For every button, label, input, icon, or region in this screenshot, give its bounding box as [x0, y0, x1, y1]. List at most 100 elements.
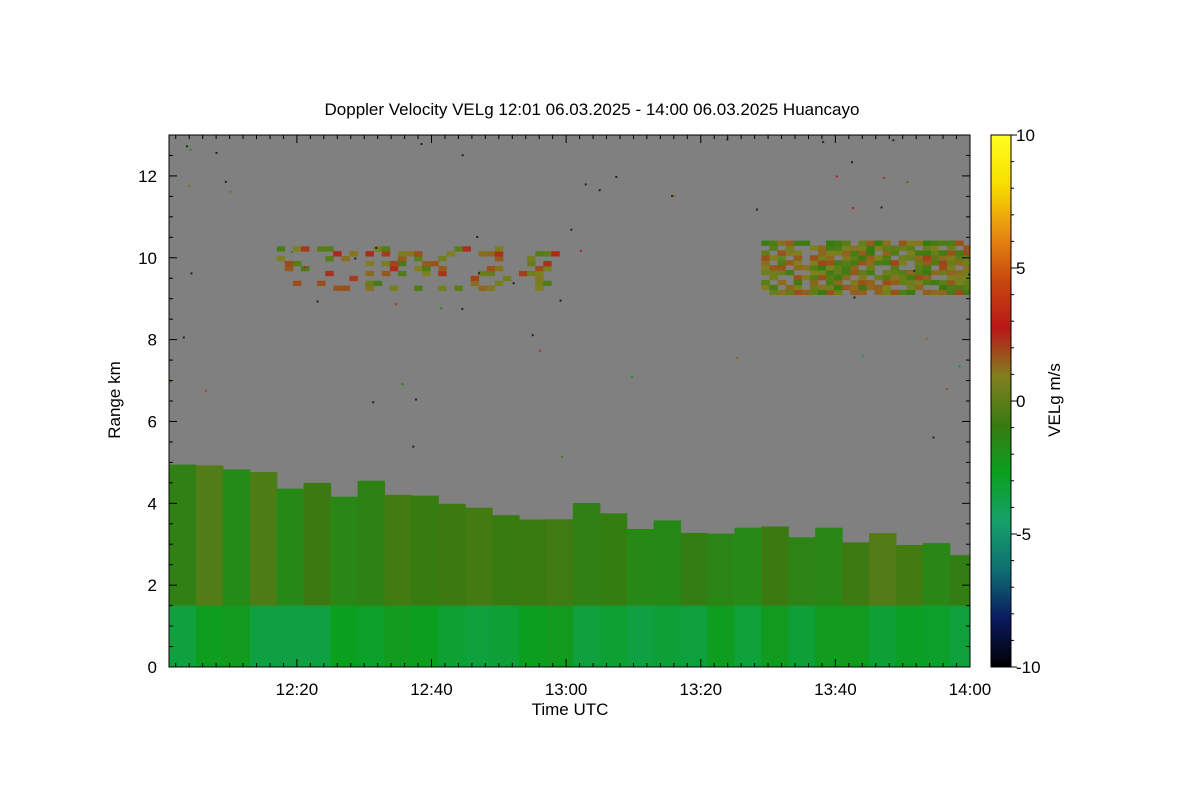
- colorbar-tick-label: -10: [1016, 658, 1041, 677]
- upper-echo-cell: [785, 240, 795, 246]
- upper-echo-cell: [914, 260, 924, 266]
- upper-echo-cell: [906, 240, 916, 246]
- upper-echo-cell: [761, 284, 770, 291]
- upper-echo-cell: [801, 240, 811, 246]
- upper-echo-cell: [834, 279, 843, 286]
- upper-echo-cell: [874, 255, 883, 261]
- upper-echo-cell: [373, 280, 383, 286]
- upper-echo-cell: [793, 255, 803, 261]
- upper-echo-cell: [793, 240, 803, 246]
- y-tick-label: 4: [148, 494, 157, 513]
- upper-echo-cell: [462, 246, 471, 252]
- upper-echo-cell: [842, 275, 851, 281]
- upper-echo-cell: [785, 250, 795, 256]
- upper-echo-cell: [470, 275, 480, 282]
- upper-echo-cell: [300, 266, 310, 272]
- upper-echo-cell: [826, 275, 835, 281]
- upper-echo-cell: [931, 255, 940, 261]
- upper-echo-cell: [809, 245, 819, 251]
- noise-speckle: [538, 349, 541, 352]
- upper-echo-cell: [914, 270, 924, 276]
- upper-echo-cell: [955, 240, 964, 246]
- noise-speckle: [478, 272, 480, 275]
- colorbar-gradient: [990, 134, 1012, 668]
- noise-speckle: [229, 190, 232, 193]
- upper-echo-cell: [405, 251, 415, 257]
- upper-echo-cell: [858, 260, 867, 266]
- upper-echo-cell: [834, 289, 843, 295]
- upper-echo-cell: [817, 265, 827, 271]
- boundary-layer-cell: [815, 527, 843, 606]
- noise-speckle: [290, 251, 293, 254]
- upper-echo-cell: [826, 270, 835, 276]
- noise-speckle: [190, 272, 193, 275]
- upper-echo-cell: [826, 245, 835, 251]
- near-surface-cell: [276, 605, 305, 667]
- noise-speckle: [880, 206, 883, 209]
- upper-echo-cell: [422, 261, 431, 267]
- upper-echo-cell: [793, 265, 803, 271]
- upper-echo-cell: [381, 261, 391, 267]
- upper-echo-cell: [906, 284, 916, 291]
- x-tick-label: 13:20: [680, 680, 723, 699]
- upper-echo-cell: [939, 279, 948, 286]
- upper-echo-cell: [890, 245, 900, 251]
- upper-echo-cell: [850, 250, 859, 256]
- upper-echo-cell: [817, 270, 827, 276]
- upper-echo-cell: [842, 245, 851, 251]
- boundary-layer-cell: [949, 555, 970, 606]
- near-surface-cell: [626, 605, 655, 667]
- upper-echo-cell: [349, 275, 358, 282]
- noise-speckle: [461, 154, 464, 157]
- upper-echo-cell: [801, 265, 811, 271]
- upper-echo-cell: [914, 275, 924, 281]
- upper-echo-cell: [939, 265, 948, 271]
- upper-echo-cell: [922, 245, 932, 251]
- noise-speckle: [186, 145, 188, 148]
- upper-echo-cell: [454, 246, 463, 252]
- noise-speckle: [188, 184, 191, 187]
- upper-echo-cell: [365, 261, 374, 267]
- upper-echo-cell: [963, 260, 970, 266]
- upper-echo-cell: [939, 250, 948, 256]
- upper-echo-cell: [955, 260, 964, 266]
- boundary-layer-cell: [519, 519, 547, 606]
- near-surface-cell: [492, 605, 520, 667]
- upper-echo-cell: [817, 245, 827, 251]
- upper-echo-cell: [955, 250, 964, 256]
- upper-echo-cell: [486, 266, 496, 272]
- upper-echo-cell: [761, 260, 770, 266]
- upper-echo-cell: [761, 240, 770, 246]
- boundary-layer-cell: [169, 464, 197, 606]
- upper-echo-cell: [906, 255, 916, 261]
- upper-echo-cell: [842, 240, 851, 246]
- upper-echo-cell: [890, 275, 900, 281]
- upper-echo-cell: [817, 255, 827, 261]
- upper-echo-cell: [300, 246, 310, 252]
- upper-echo-cell: [842, 260, 851, 266]
- upper-echo-cell: [882, 245, 891, 251]
- upper-echo-cell: [551, 251, 560, 257]
- boundary-layer-cell: [384, 494, 412, 606]
- upper-echo-cell: [890, 289, 900, 295]
- upper-echo-cell: [842, 250, 851, 256]
- upper-echo-cell: [882, 250, 891, 256]
- x-tick-label: 13:40: [814, 680, 857, 699]
- upper-echo-cell: [931, 250, 940, 256]
- upper-echo-cell: [365, 280, 374, 286]
- boundary-layer-cell: [599, 513, 628, 606]
- upper-echo-cell: [963, 284, 970, 291]
- upper-echo-cell: [858, 284, 867, 291]
- upper-echo-cell: [365, 285, 374, 291]
- upper-echo-cell: [914, 284, 924, 291]
- upper-echo-cell: [858, 289, 867, 295]
- upper-echo-cell: [817, 289, 827, 295]
- plot-area: [169, 135, 970, 667]
- near-surface-cell: [653, 605, 682, 667]
- noise-speckle: [412, 445, 415, 448]
- upper-echo-cell: [826, 255, 835, 261]
- upper-echo-cell: [397, 251, 407, 257]
- upper-echo-cell: [922, 279, 932, 286]
- upper-echo-cell: [381, 270, 391, 277]
- upper-echo-cell: [866, 265, 875, 271]
